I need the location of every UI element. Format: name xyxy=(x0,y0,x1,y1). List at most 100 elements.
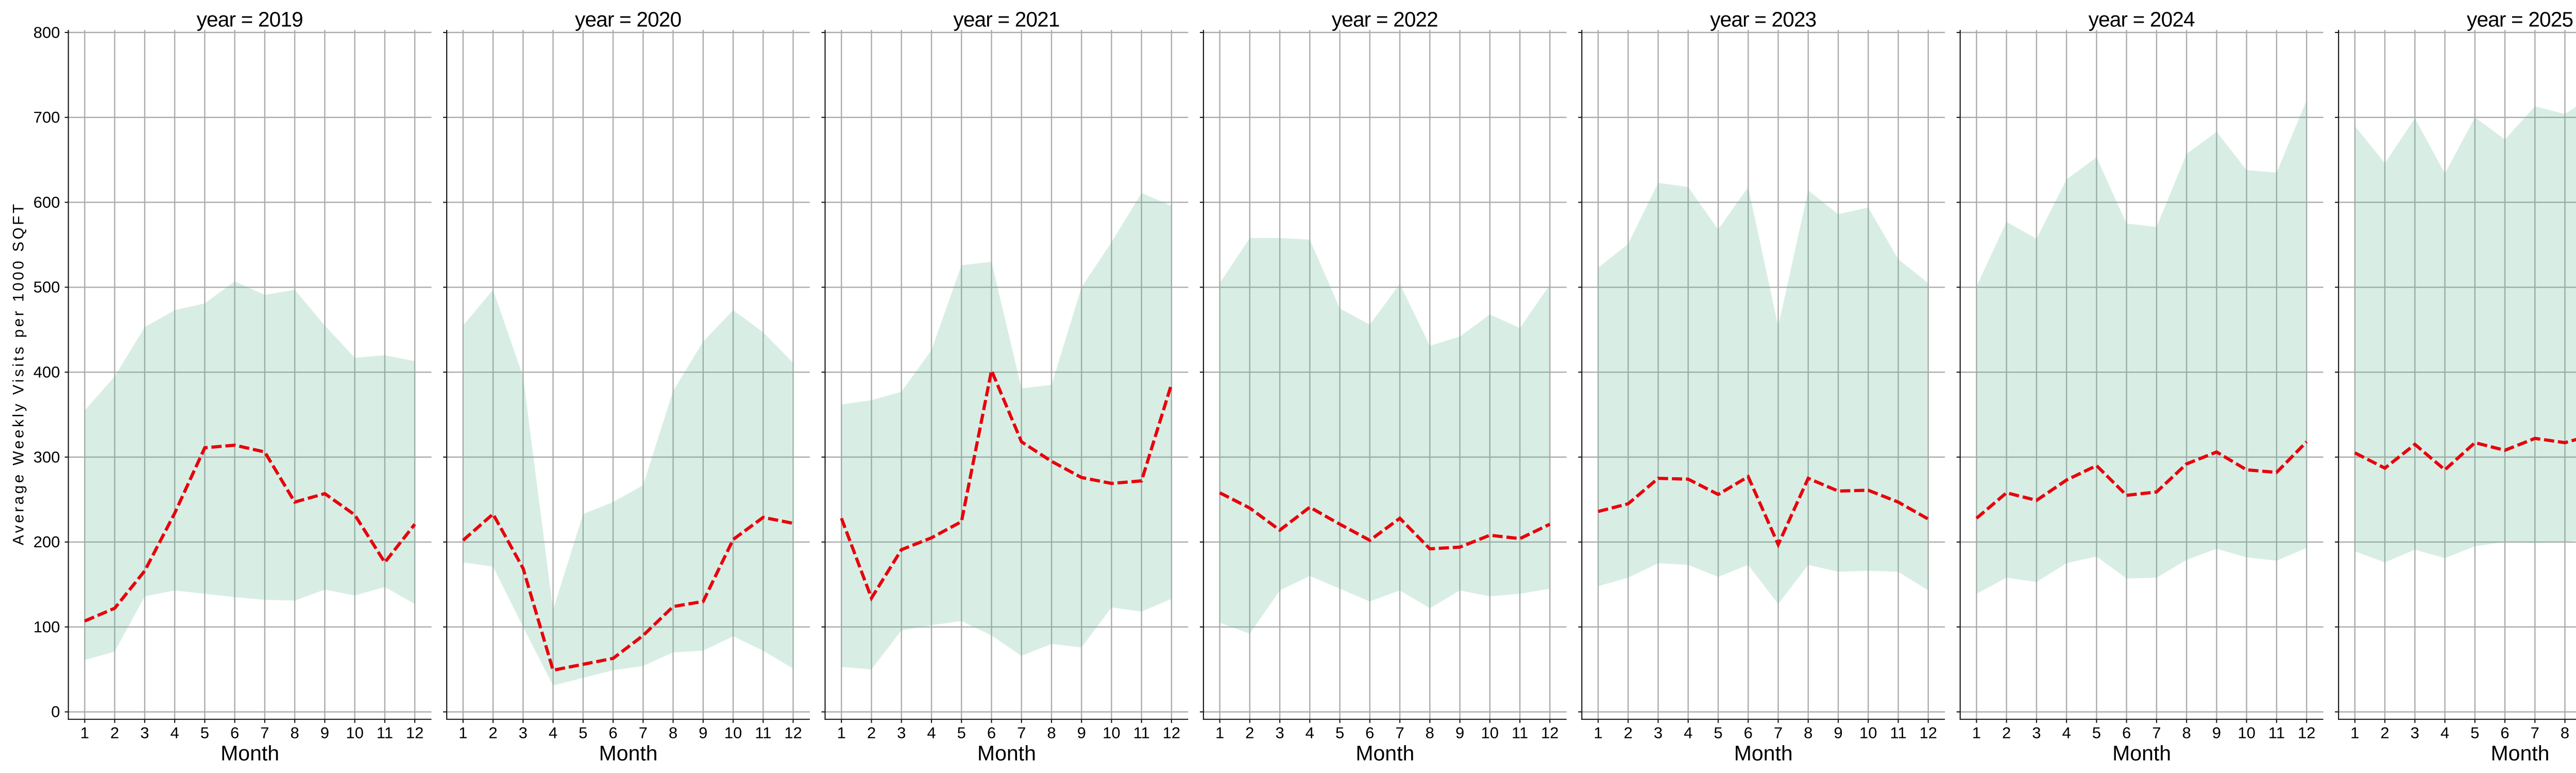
svg-text:6: 6 xyxy=(987,724,996,742)
svg-text:4: 4 xyxy=(2441,724,2449,742)
svg-text:Month: Month xyxy=(2112,741,2171,765)
svg-text:8: 8 xyxy=(1426,724,1434,742)
svg-text:12: 12 xyxy=(784,724,802,742)
svg-text:10: 10 xyxy=(1481,724,1499,742)
svg-text:2: 2 xyxy=(867,724,876,742)
svg-text:7: 7 xyxy=(1395,724,1404,742)
svg-text:9: 9 xyxy=(320,724,329,742)
svg-text:6: 6 xyxy=(230,724,239,742)
svg-text:10: 10 xyxy=(1859,724,1877,742)
svg-text:year = 2021: year = 2021 xyxy=(953,8,1060,31)
svg-text:8: 8 xyxy=(2182,724,2191,742)
svg-text:2: 2 xyxy=(110,724,119,742)
svg-text:2: 2 xyxy=(2002,724,2011,742)
svg-text:3: 3 xyxy=(519,724,528,742)
svg-text:400: 400 xyxy=(33,363,60,381)
svg-text:2: 2 xyxy=(1624,724,1633,742)
svg-text:1: 1 xyxy=(1594,724,1602,742)
svg-text:3: 3 xyxy=(140,724,149,742)
svg-text:8: 8 xyxy=(2561,724,2569,742)
svg-text:6: 6 xyxy=(2122,724,2131,742)
svg-text:600: 600 xyxy=(33,193,60,211)
svg-text:1: 1 xyxy=(80,724,89,742)
svg-text:4: 4 xyxy=(1306,724,1314,742)
svg-text:9: 9 xyxy=(699,724,707,742)
svg-text:Month: Month xyxy=(2491,741,2550,765)
svg-text:4: 4 xyxy=(1684,724,1692,742)
svg-text:4: 4 xyxy=(927,724,936,742)
svg-text:11: 11 xyxy=(1512,724,1528,742)
svg-text:11: 11 xyxy=(755,724,771,742)
svg-text:12: 12 xyxy=(1163,724,1180,742)
svg-text:8: 8 xyxy=(1804,724,1812,742)
svg-text:1: 1 xyxy=(1215,724,1224,742)
svg-text:12: 12 xyxy=(1541,724,1558,742)
svg-text:year = 2022: year = 2022 xyxy=(1332,8,1438,31)
svg-text:Month: Month xyxy=(1355,741,1414,765)
svg-text:12: 12 xyxy=(406,724,423,742)
svg-text:10: 10 xyxy=(724,724,742,742)
svg-text:6: 6 xyxy=(608,724,617,742)
svg-text:year = 2023: year = 2023 xyxy=(1710,8,1817,31)
svg-text:Month: Month xyxy=(221,741,279,765)
svg-text:2: 2 xyxy=(1245,724,1254,742)
svg-text:200: 200 xyxy=(33,533,60,551)
svg-text:4: 4 xyxy=(170,724,179,742)
svg-text:Month: Month xyxy=(1734,741,1793,765)
svg-text:2: 2 xyxy=(2380,724,2389,742)
svg-text:700: 700 xyxy=(33,108,60,126)
svg-text:2: 2 xyxy=(488,724,497,742)
svg-text:7: 7 xyxy=(1017,724,1026,742)
svg-text:year = 2020: year = 2020 xyxy=(575,8,682,31)
svg-text:6: 6 xyxy=(2500,724,2509,742)
svg-text:3: 3 xyxy=(1654,724,1663,742)
svg-text:4: 4 xyxy=(2062,724,2071,742)
svg-text:10: 10 xyxy=(2238,724,2255,742)
svg-text:3: 3 xyxy=(2411,724,2419,742)
svg-text:year = 2019: year = 2019 xyxy=(197,8,303,31)
svg-text:800: 800 xyxy=(33,23,60,41)
svg-text:8: 8 xyxy=(290,724,299,742)
svg-text:9: 9 xyxy=(1834,724,1842,742)
svg-text:Month: Month xyxy=(599,741,658,765)
svg-text:8: 8 xyxy=(1047,724,1056,742)
svg-text:300: 300 xyxy=(33,448,60,466)
svg-text:12: 12 xyxy=(2298,724,2315,742)
svg-text:0: 0 xyxy=(51,703,60,721)
svg-text:Average Weekly Visits per 1000: Average Weekly Visits per 1000 SQFT xyxy=(10,204,27,545)
svg-text:5: 5 xyxy=(1714,724,1722,742)
svg-text:11: 11 xyxy=(377,724,393,742)
svg-text:10: 10 xyxy=(346,724,363,742)
svg-text:8: 8 xyxy=(669,724,677,742)
svg-text:5: 5 xyxy=(2470,724,2479,742)
svg-text:1: 1 xyxy=(459,724,467,742)
svg-text:3: 3 xyxy=(2032,724,2041,742)
svg-text:7: 7 xyxy=(2152,724,2161,742)
svg-text:10: 10 xyxy=(1103,724,1120,742)
svg-text:5: 5 xyxy=(579,724,587,742)
svg-text:7: 7 xyxy=(260,724,269,742)
svg-text:7: 7 xyxy=(639,724,648,742)
svg-text:6: 6 xyxy=(1365,724,1374,742)
svg-text:7: 7 xyxy=(2531,724,2539,742)
svg-text:year = 2025: year = 2025 xyxy=(2467,8,2573,31)
svg-text:100: 100 xyxy=(33,618,60,636)
svg-text:3: 3 xyxy=(897,724,906,742)
svg-text:4: 4 xyxy=(549,724,557,742)
svg-text:year = 2024: year = 2024 xyxy=(2089,8,2195,31)
svg-text:7: 7 xyxy=(1774,724,1783,742)
svg-text:1: 1 xyxy=(2350,724,2359,742)
svg-text:9: 9 xyxy=(1455,724,1464,742)
svg-text:6: 6 xyxy=(1744,724,1753,742)
svg-text:11: 11 xyxy=(1133,724,1150,742)
svg-text:5: 5 xyxy=(1335,724,1344,742)
svg-text:11: 11 xyxy=(1890,724,1906,742)
svg-text:Month: Month xyxy=(977,741,1036,765)
svg-text:9: 9 xyxy=(1077,724,1086,742)
svg-text:5: 5 xyxy=(2092,724,2101,742)
svg-text:5: 5 xyxy=(957,724,966,742)
svg-text:11: 11 xyxy=(2268,724,2285,742)
svg-text:500: 500 xyxy=(33,278,60,296)
svg-text:5: 5 xyxy=(200,724,209,742)
svg-text:1: 1 xyxy=(1972,724,1981,742)
